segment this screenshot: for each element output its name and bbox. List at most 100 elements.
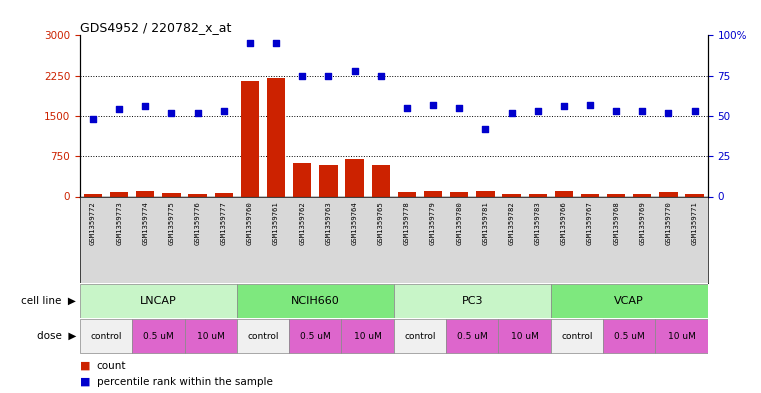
Point [532, 108, 544, 114]
Bar [686, 193, 704, 196]
Bar [237, 319, 289, 353]
Bar [240, 81, 259, 196]
Bar [424, 191, 442, 196]
Text: GSM1359767: GSM1359767 [587, 201, 593, 244]
Text: GSM1359760: GSM1359760 [247, 201, 253, 244]
Text: GSM1359774: GSM1359774 [142, 201, 148, 244]
Bar [80, 319, 132, 353]
Point [165, 110, 177, 116]
Bar [555, 191, 573, 196]
Bar [132, 319, 184, 353]
Point [296, 72, 308, 79]
Text: 10 uM: 10 uM [511, 332, 539, 340]
Bar [237, 284, 394, 318]
Bar [446, 319, 498, 353]
Text: LNCAP: LNCAP [140, 296, 177, 306]
Point [323, 72, 335, 79]
Text: GSM1359763: GSM1359763 [326, 201, 332, 244]
Bar [162, 193, 180, 196]
Text: GSM1359766: GSM1359766 [561, 201, 567, 244]
Text: 0.5 uM: 0.5 uM [143, 332, 174, 340]
Text: 10 uM: 10 uM [354, 332, 381, 340]
Text: GSM1359776: GSM1359776 [195, 201, 201, 244]
Text: GSM1359772: GSM1359772 [90, 201, 96, 244]
Bar [185, 319, 237, 353]
Text: 10 uM: 10 uM [197, 332, 224, 340]
Bar [659, 192, 677, 196]
Bar [529, 194, 547, 196]
Point [610, 108, 622, 114]
Text: control: control [404, 332, 436, 340]
Bar [84, 194, 102, 196]
Bar [502, 194, 521, 196]
Bar [215, 193, 233, 196]
Point [192, 110, 204, 116]
Point [558, 103, 570, 109]
Bar [476, 191, 495, 196]
Text: 10 uM: 10 uM [667, 332, 696, 340]
Text: GSM1359769: GSM1359769 [639, 201, 645, 244]
Text: control: control [247, 332, 279, 340]
Text: GDS4952 / 220782_x_at: GDS4952 / 220782_x_at [80, 21, 231, 34]
Point [662, 110, 674, 116]
Bar [551, 284, 708, 318]
Point [636, 108, 648, 114]
Point [139, 103, 151, 109]
Point [349, 68, 361, 74]
Text: control: control [91, 332, 122, 340]
Text: 0.5 uM: 0.5 uM [300, 332, 331, 340]
Text: GSM1359765: GSM1359765 [377, 201, 384, 244]
Text: count: count [97, 361, 126, 371]
Bar [371, 165, 390, 196]
Text: GSM1359778: GSM1359778 [404, 201, 410, 244]
Bar [394, 319, 446, 353]
Point [401, 105, 413, 111]
Bar [655, 319, 708, 353]
Text: percentile rank within the sample: percentile rank within the sample [97, 377, 272, 387]
Point [113, 107, 126, 113]
Text: control: control [561, 332, 593, 340]
Bar [293, 163, 311, 196]
Bar [342, 319, 394, 353]
Point [584, 101, 596, 108]
Bar [80, 284, 237, 318]
Bar [289, 319, 342, 353]
Point [479, 126, 492, 132]
Bar [551, 319, 603, 353]
Text: 0.5 uM: 0.5 uM [614, 332, 645, 340]
Point [689, 108, 701, 114]
Text: GSM1359779: GSM1359779 [430, 201, 436, 244]
Text: GSM1359777: GSM1359777 [221, 201, 227, 244]
Point [270, 40, 282, 46]
Text: ■: ■ [80, 361, 91, 371]
Point [218, 108, 230, 114]
Bar [581, 194, 599, 196]
Bar [398, 192, 416, 196]
Text: GSM1359780: GSM1359780 [456, 201, 462, 244]
Point [244, 40, 256, 46]
Bar [267, 78, 285, 196]
Text: GSM1359764: GSM1359764 [352, 201, 358, 244]
Text: NCIH660: NCIH660 [291, 296, 339, 306]
Text: GSM1359771: GSM1359771 [692, 201, 698, 244]
Text: dose  ▶: dose ▶ [37, 331, 76, 341]
Bar [607, 193, 626, 196]
Text: GSM1359781: GSM1359781 [482, 201, 489, 244]
Text: cell line  ▶: cell line ▶ [21, 296, 76, 306]
Text: GSM1359783: GSM1359783 [535, 201, 541, 244]
Text: GSM1359768: GSM1359768 [613, 201, 619, 244]
Bar [189, 194, 207, 196]
Bar [603, 319, 655, 353]
Text: PC3: PC3 [461, 296, 483, 306]
Text: VCAP: VCAP [614, 296, 644, 306]
Text: GSM1359775: GSM1359775 [168, 201, 174, 244]
Text: GSM1359770: GSM1359770 [665, 201, 671, 244]
Point [87, 116, 99, 122]
Text: 0.5 uM: 0.5 uM [457, 332, 488, 340]
Bar [450, 192, 468, 196]
Bar [345, 160, 364, 196]
Point [453, 105, 465, 111]
Point [427, 101, 439, 108]
Bar [110, 192, 129, 196]
Text: GSM1359773: GSM1359773 [116, 201, 123, 244]
